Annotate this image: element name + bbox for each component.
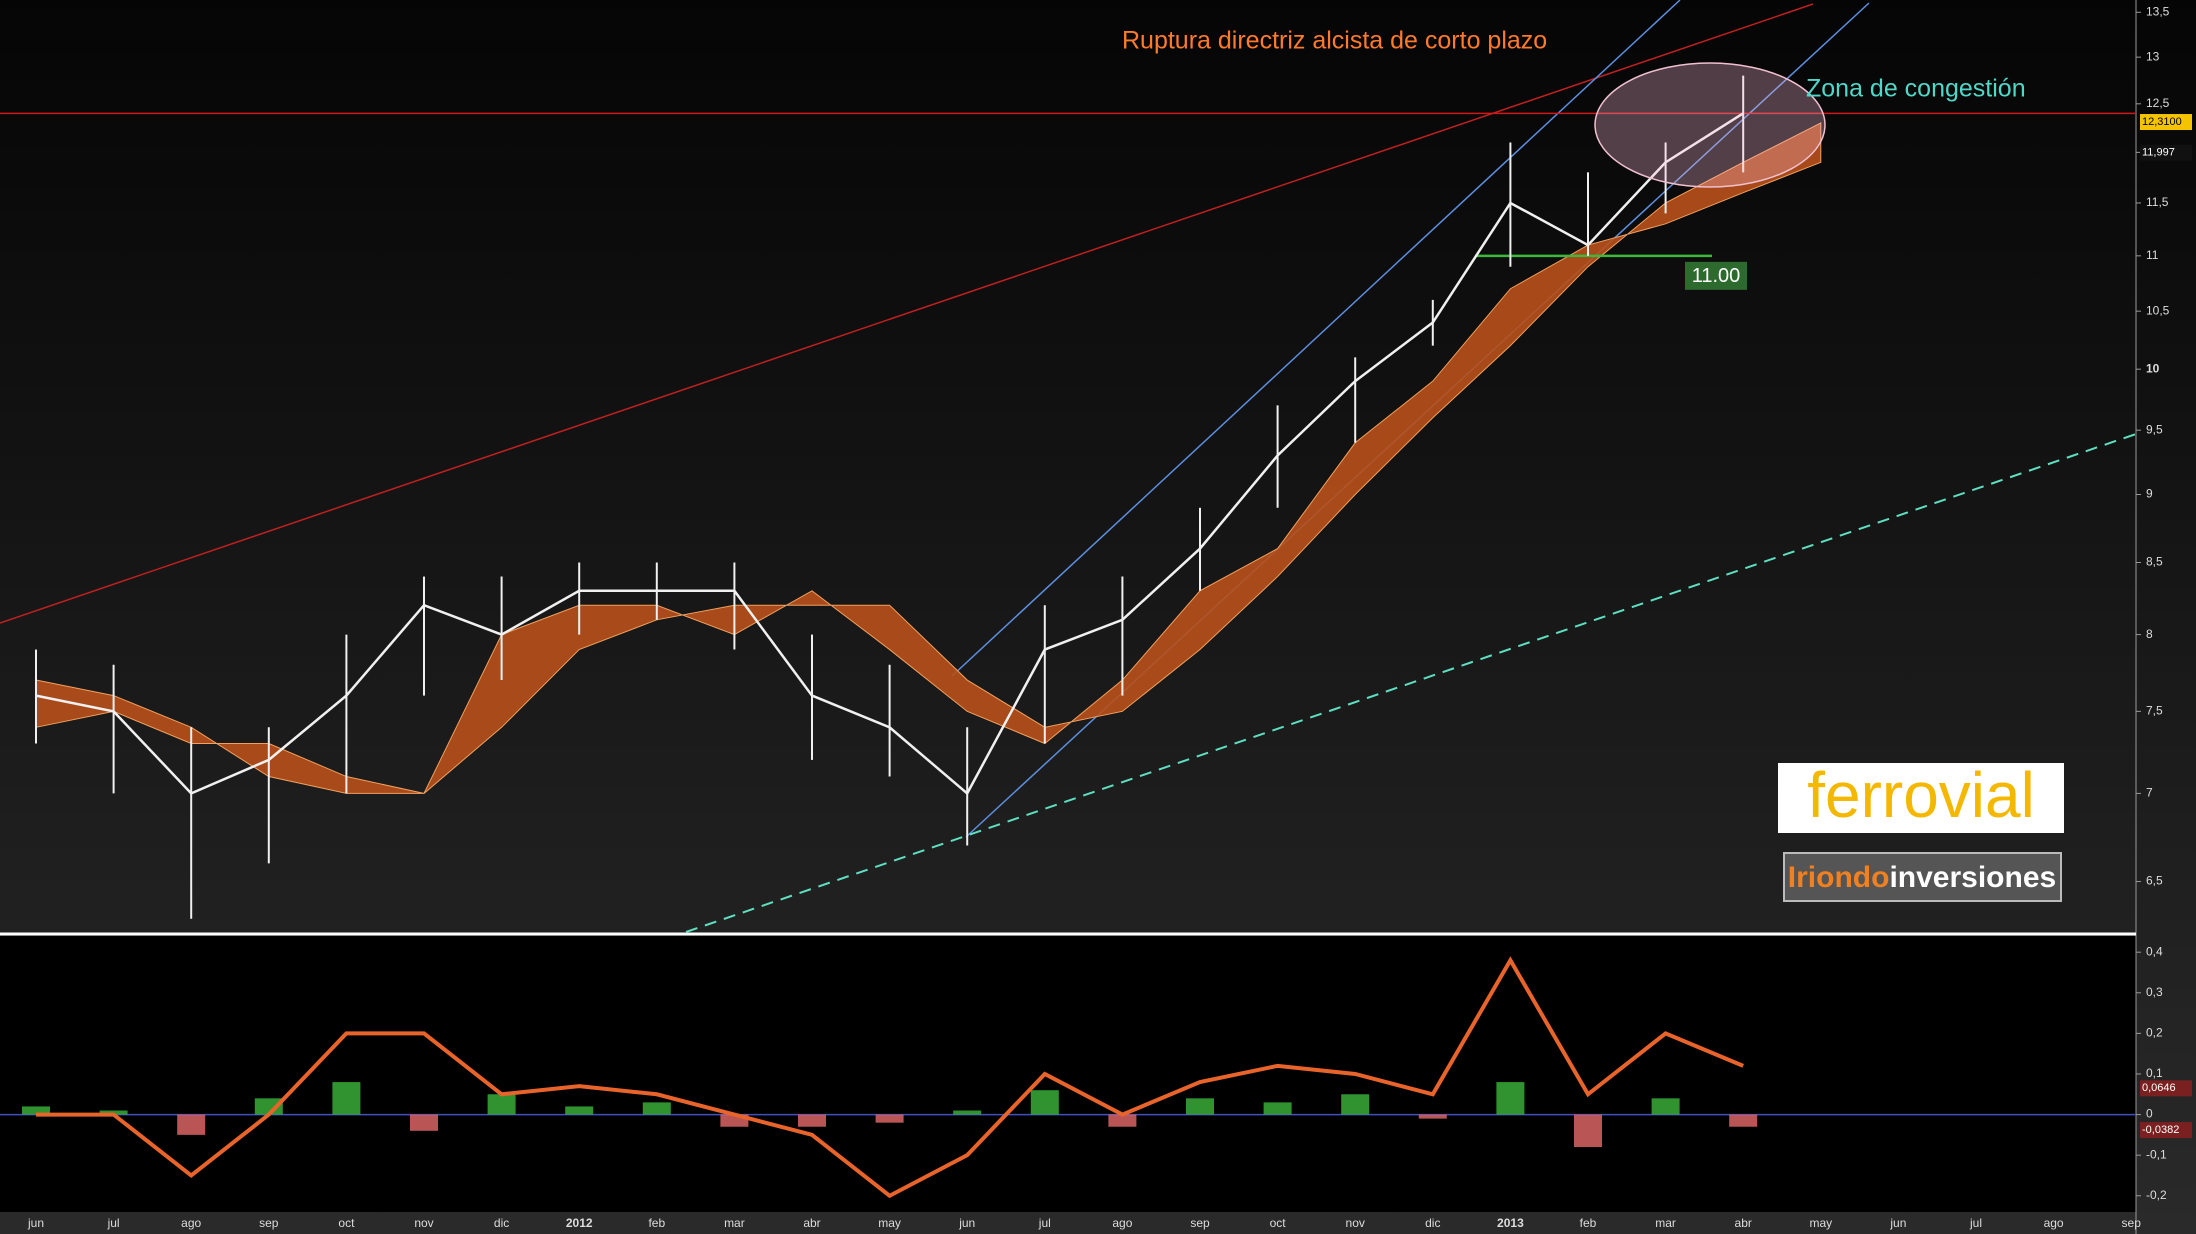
y-tick-label: 0,4 (2146, 944, 2163, 958)
price-line (35, 112, 1744, 796)
price-tag-label: -0,0382 (2142, 1124, 2179, 1136)
x-tick-label: ago (181, 1216, 201, 1230)
histogram-bar (1418, 1114, 1447, 1119)
y-tick-label: 13 (2146, 49, 2160, 63)
histogram-bar (1574, 1114, 1602, 1148)
y-tick-label: 7,5 (2146, 704, 2163, 718)
histogram-bar (798, 1114, 826, 1127)
partner-logo: Iriondoinversiones (1788, 861, 2056, 894)
x-tick-label: abr (1735, 1216, 1752, 1230)
histogram-bar (1108, 1114, 1137, 1127)
annotation-title: Ruptura directriz alcista de corto plazo (1122, 27, 1547, 55)
histogram-bar (642, 1102, 671, 1115)
x-tick-label: jun (1889, 1216, 1906, 1230)
histogram-bar (1496, 1082, 1525, 1115)
x-tick-label: nov (1346, 1216, 1365, 1230)
x-tick-label: dic (494, 1216, 509, 1230)
histogram-bar (99, 1110, 128, 1115)
y-tick-label: 0 (2146, 1107, 2153, 1121)
y-tick-label: 9 (2146, 487, 2153, 501)
y-tick-label: 6,5 (2146, 874, 2163, 888)
y-tick-label: 0,2 (2146, 1026, 2163, 1040)
y-tick-label: 11,5 (2146, 195, 2169, 209)
y-tick-label: 0,3 (2146, 985, 2163, 999)
histogram-bar (1341, 1094, 1370, 1115)
annotation-zone: Zona de congestión (1806, 75, 2026, 103)
x-tick-label: jul (1969, 1216, 1982, 1230)
price-tag (2140, 144, 2192, 161)
x-tick-label: abr (803, 1216, 820, 1230)
y-tick-label: 7 (2146, 786, 2153, 800)
histogram-bar (1186, 1098, 1214, 1115)
x-tick-label: jul (1038, 1216, 1051, 1230)
x-tick-label: jun (27, 1216, 44, 1230)
histogram-bar (565, 1106, 594, 1115)
histogram-bar (254, 1098, 283, 1115)
x-tick-label: 2012 (566, 1216, 593, 1230)
long-trend-line (685, 433, 2137, 933)
x-tick-label: mar (724, 1216, 745, 1230)
x-tick-label: sep (1190, 1216, 1210, 1230)
y-tick-label: -0,2 (2146, 1188, 2167, 1202)
price-tag (2140, 1122, 2192, 1139)
partner-logo-box (1783, 852, 2062, 902)
histogram-bar (332, 1082, 361, 1115)
histogram-bar (875, 1114, 904, 1123)
x-tick-label: 2013 (1497, 1216, 1524, 1230)
logo-box (1778, 763, 2064, 833)
x-tick-label: oct (338, 1216, 355, 1230)
y-tick-label: 9,5 (2146, 422, 2163, 436)
x-tick-label: dic (1425, 1216, 1440, 1230)
histogram-bar (22, 1106, 50, 1115)
y-tick-label: 8 (2146, 627, 2153, 641)
histogram-bar (177, 1114, 206, 1135)
histogram-bar (1030, 1090, 1059, 1115)
y-tick-label: 8,5 (2146, 555, 2163, 569)
price-tag (2140, 114, 2192, 131)
x-tick-label: feb (1580, 1216, 1597, 1230)
macd-line (36, 956, 1744, 1199)
histogram-bar (1263, 1102, 1292, 1115)
y-tick-label: 10 (2146, 361, 2160, 375)
x-tick-label: ago (2044, 1216, 2064, 1230)
x-tick-label: nov (414, 1216, 433, 1230)
x-tick-label: oct (1270, 1216, 1287, 1230)
y-tick-label: 0,1 (2146, 1066, 2163, 1080)
histogram-bar (1651, 1098, 1680, 1115)
congestion-zone (1594, 62, 1826, 188)
price-tag-label: 11,997 (2142, 147, 2175, 159)
y-tick-label: 12,5 (2146, 96, 2170, 110)
histogram-bar (1729, 1114, 1758, 1127)
histogram-bar (487, 1094, 516, 1115)
logo-brand: ferrovial (1807, 759, 2035, 831)
macd-panel (0, 936, 2136, 1212)
y-tick-label: -0,1 (2146, 1147, 2167, 1161)
x-tick-label: jun (958, 1216, 975, 1230)
x-tick-label: mar (1655, 1216, 1676, 1230)
partner-a: Iriondo (1788, 861, 1890, 894)
x-tick-label: may (1809, 1216, 1832, 1230)
y-tick-label: 13,5 (2146, 4, 2170, 18)
support-label: 11.00 (1692, 265, 1741, 287)
x-tick-label: sep (2122, 1216, 2142, 1230)
support-label-box (1685, 261, 1747, 290)
price-tag (2140, 1080, 2192, 1097)
y-tick-label: 10,5 (2146, 303, 2170, 317)
price-tag-label: 0,0646 (2142, 1082, 2176, 1094)
x-tick-label: may (878, 1216, 901, 1230)
x-tick-label: sep (259, 1216, 279, 1230)
y-tick-label: 11 (2146, 248, 2159, 262)
x-tick-label: ago (1112, 1216, 1132, 1230)
partner-b: inversiones (1889, 861, 2056, 894)
price-tag-label: 12,3100 (2142, 116, 2182, 128)
x-tick-label: feb (648, 1216, 665, 1230)
histogram-bar (410, 1114, 438, 1131)
histogram-bar (953, 1110, 982, 1115)
trend-line (0, 3, 1814, 624)
x-tick-label: jul (107, 1216, 120, 1230)
